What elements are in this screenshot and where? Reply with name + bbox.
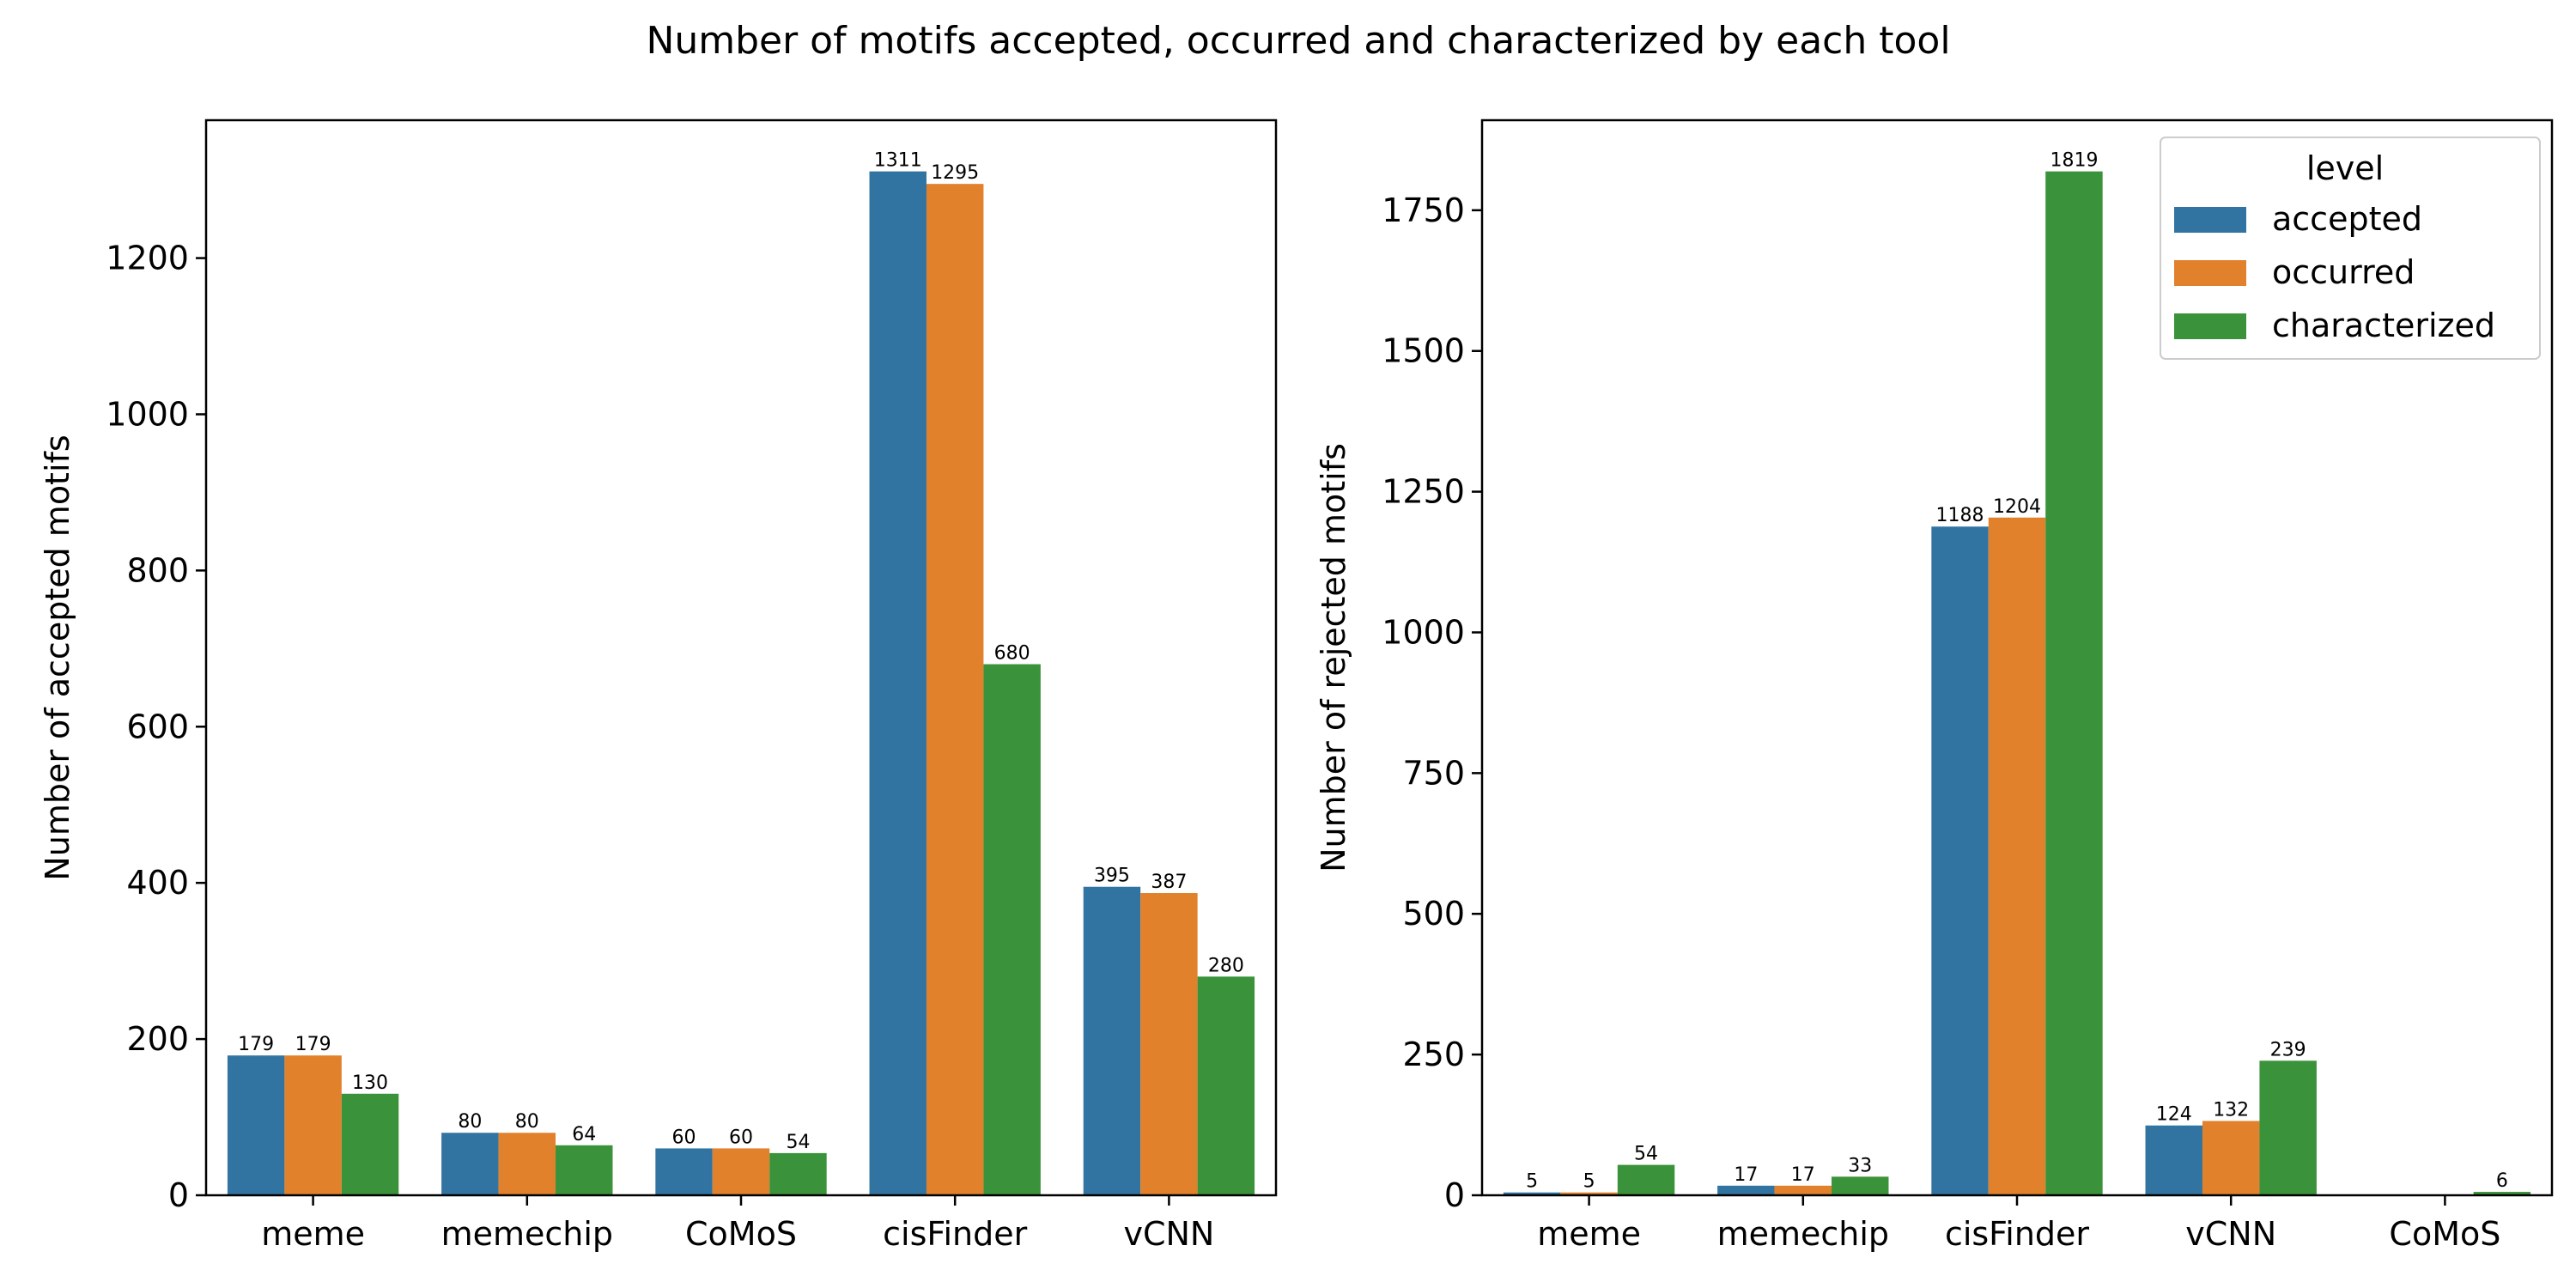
y-tick-label: 750: [1402, 754, 1465, 792]
x-tick-label: memechip: [1717, 1215, 1889, 1253]
bar-accepted: [2145, 1125, 2202, 1195]
bar-characterized: [1617, 1164, 1675, 1195]
bar-value-label: 130: [352, 1072, 388, 1094]
bar-value-label: 17: [1791, 1164, 1815, 1186]
bar-value-label: 1204: [1993, 496, 2041, 518]
bar-value-label: 54: [1634, 1144, 1658, 1165]
y-tick-label: 400: [126, 864, 189, 902]
bar-occurred: [1988, 517, 2046, 1195]
bar-characterized: [2259, 1060, 2317, 1195]
legend-swatch-accepted: [2174, 207, 2246, 233]
bar-accepted: [1503, 1192, 1561, 1195]
bar-occurred: [1560, 1192, 1618, 1195]
bar-occurred: [712, 1148, 770, 1195]
bar-value-label: 1188: [1936, 505, 1984, 526]
y-tick-label: 250: [1402, 1036, 1465, 1073]
bar-accepted: [1083, 886, 1141, 1195]
bar-characterized: [983, 664, 1041, 1195]
x-tick-label: meme: [1537, 1215, 1641, 1253]
y-tick-label: 1250: [1382, 473, 1465, 511]
bar-occurred: [926, 184, 984, 1195]
bar-value-label: 132: [2213, 1099, 2249, 1121]
legend-box: [2160, 137, 2541, 360]
bar-occurred: [2202, 1121, 2260, 1195]
bar-accepted: [869, 171, 927, 1196]
bar-value-label: 680: [994, 643, 1030, 665]
legend: level accepted occurred characterized: [2160, 137, 2541, 360]
x-tick-label: CoMoS: [2389, 1215, 2500, 1253]
bar-value-label: 64: [572, 1124, 596, 1145]
bar-value-label: 60: [729, 1127, 753, 1148]
bar-value-label: 179: [295, 1034, 331, 1055]
y-tick-label: 1000: [1382, 613, 1465, 651]
legend-label-occurred: occurred: [2272, 253, 2415, 291]
x-tick-label: cisFinder: [883, 1215, 1027, 1253]
bar-characterized: [769, 1152, 827, 1195]
bar-characterized: [1832, 1176, 1889, 1195]
bar-value-label: 60: [672, 1127, 696, 1148]
bar-value-label: 124: [2156, 1104, 2192, 1126]
bar-characterized: [341, 1093, 399, 1195]
y-axis-label: Number of accepted motifs: [39, 434, 76, 880]
y-tick-label: 0: [1444, 1176, 1465, 1214]
x-tick-label: vCNN: [1123, 1215, 1214, 1253]
legend-label-characterized: characterized: [2272, 307, 2495, 344]
bar-value-label: 387: [1151, 872, 1187, 893]
bar-accepted: [655, 1148, 713, 1195]
bar-value-label: 54: [786, 1132, 810, 1153]
bar-value-label: 280: [1208, 955, 1244, 976]
bar-value-label: 17: [1734, 1164, 1758, 1186]
bar-occurred: [1774, 1185, 1832, 1195]
bar-value-label: 5: [1583, 1171, 1595, 1193]
x-tick-label: cisFinder: [1945, 1215, 2089, 1253]
bar-value-label: 179: [238, 1034, 274, 1055]
bar-accepted: [1931, 526, 1989, 1195]
y-tick-label: 200: [126, 1020, 189, 1058]
y-tick-label: 1500: [1382, 332, 1465, 370]
legend-label-accepted: accepted: [2272, 200, 2422, 238]
bar-value-label: 6: [2496, 1170, 2508, 1192]
y-tick-label: 600: [126, 708, 189, 745]
legend-title: level: [2306, 149, 2384, 187]
y-tick-label: 1200: [106, 240, 189, 277]
y-tick-label: 1750: [1382, 191, 1465, 229]
x-tick-label: vCNN: [2185, 1215, 2276, 1253]
bar-value-label: 33: [1848, 1155, 1872, 1176]
y-axis-label: Number of rejected motifs: [1315, 443, 1352, 872]
bar-accepted: [1717, 1185, 1775, 1195]
y-tick-label: 1000: [106, 395, 189, 433]
bar-value-label: 1311: [874, 150, 922, 172]
legend-swatch-characterized: [2174, 313, 2246, 339]
bar-characterized: [2045, 171, 2103, 1196]
bar-accepted: [441, 1133, 499, 1195]
x-tick-label: memechip: [441, 1215, 613, 1253]
figure-title: Number of motifs accepted, occurred and …: [646, 19, 1950, 63]
bar-value-label: 1295: [931, 162, 979, 184]
bar-characterized: [556, 1145, 613, 1195]
y-tick-label: 0: [168, 1176, 189, 1214]
bar-value-label: 80: [515, 1111, 539, 1133]
right-chart: 5 17 1188 124 5 17 1204 132 54 33 1819 239 6 0 250 500 7…: [1315, 118, 2554, 1253]
bar-value-label: 5: [1526, 1171, 1538, 1193]
legend-swatch-occurred: [2174, 260, 2246, 286]
y-tick-label: 500: [1402, 895, 1465, 933]
bar-value-label: 395: [1094, 866, 1130, 887]
x-tick-label: CoMoS: [685, 1215, 797, 1253]
x-tick-label: meme: [261, 1215, 365, 1253]
left-chart: 179 80 60 1311 395 179 80 60 1295 387 130 64 54 680 28…: [39, 118, 1278, 1253]
bar-characterized: [1197, 976, 1255, 1195]
bar-occurred: [498, 1133, 556, 1195]
bar-occurred: [1140, 893, 1198, 1195]
bar-value-label: 80: [458, 1111, 482, 1133]
bar-accepted: [227, 1055, 285, 1195]
bar-occurred: [284, 1055, 342, 1195]
bar-characterized: [2473, 1192, 2531, 1195]
bar-value-label: 1819: [2050, 150, 2098, 172]
y-tick-label: 800: [126, 551, 189, 589]
bar-value-label: 239: [2270, 1039, 2306, 1060]
